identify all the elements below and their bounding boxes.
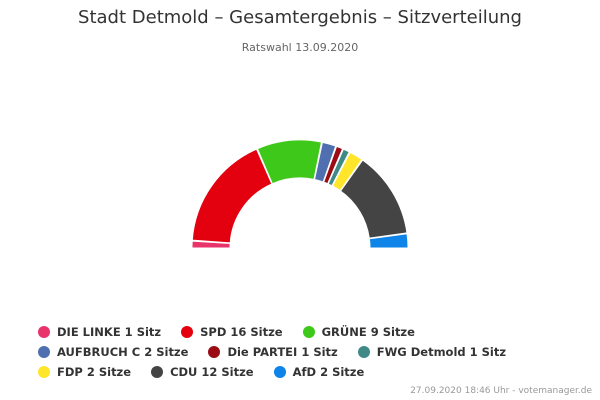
seat-segment-aufbruch-c[interactable] <box>313 141 337 183</box>
legend-label: FDP 2 Sitze <box>57 365 132 379</box>
legend-marker <box>208 346 221 358</box>
legend-item[interactable]: AfD 2 Sitze <box>273 364 365 380</box>
legend-marker <box>38 346 50 358</box>
legend-marker <box>181 326 194 338</box>
legend-marker <box>273 366 286 378</box>
seat-segment-cdu[interactable] <box>339 159 408 239</box>
legend-item[interactable]: SPD 16 Sitze <box>181 324 283 340</box>
legend-marker <box>38 326 50 338</box>
legend-label: SPD 16 Sitze <box>200 325 283 339</box>
legend-item[interactable]: FDP 2 Sitze <box>38 364 131 380</box>
legend-label: AUFBRUCH C 2 Sitze <box>57 345 189 359</box>
legend-marker <box>302 326 315 338</box>
legend-label: FWG Detmold 1 Sitz <box>376 345 507 359</box>
credit-text: 27.09.2020 18:46 Uhr - votemanager.de <box>410 386 592 396</box>
seat-segment-spd[interactable] <box>191 148 273 244</box>
seat-segment-grüne[interactable] <box>256 139 323 185</box>
legend-item[interactable]: GRÜNE 9 Sitze <box>302 324 415 340</box>
legend-item[interactable]: CDU 12 Sitze <box>151 364 254 380</box>
legend-label: GRÜNE 9 Sitze <box>321 325 415 339</box>
legend-item[interactable]: AUFBRUCH C 2 Sitze <box>38 344 188 360</box>
legend-label: Die PARTEI 1 Sitz <box>227 345 338 359</box>
legend-item[interactable]: DIE LINKE 1 Sitz <box>38 324 161 340</box>
legend: DIE LINKE 1 Sitz SPD 16 Sitze GRÜNE 9 Sitz… <box>38 324 578 380</box>
legend-item[interactable]: FWG Detmold 1 Sitz <box>357 344 507 360</box>
legend-item[interactable]: Die PARTEI 1 Sitz <box>208 344 338 360</box>
chart-subtitle: Ratswahl 13.09.2020 <box>241 41 359 54</box>
legend-label: DIE LINKE 1 Sitz <box>57 325 162 339</box>
legend-marker <box>38 366 50 378</box>
legend-marker <box>357 346 370 358</box>
seat-segment-die-partei[interactable] <box>323 145 344 185</box>
chart-title: Stadt Detmold – Gesamtergebnis – Sitzver… <box>78 7 522 28</box>
legend-label: AfD 2 Sitze <box>292 365 365 379</box>
seat-segment-afd[interactable] <box>368 233 409 249</box>
legend-marker <box>151 366 164 378</box>
legend-label: CDU 12 Sitze <box>170 365 254 379</box>
seat-segment-fdp[interactable] <box>331 151 363 192</box>
seat-segment-die-linke[interactable] <box>191 240 231 249</box>
seat-segment-fwg-detmold[interactable] <box>327 148 350 187</box>
